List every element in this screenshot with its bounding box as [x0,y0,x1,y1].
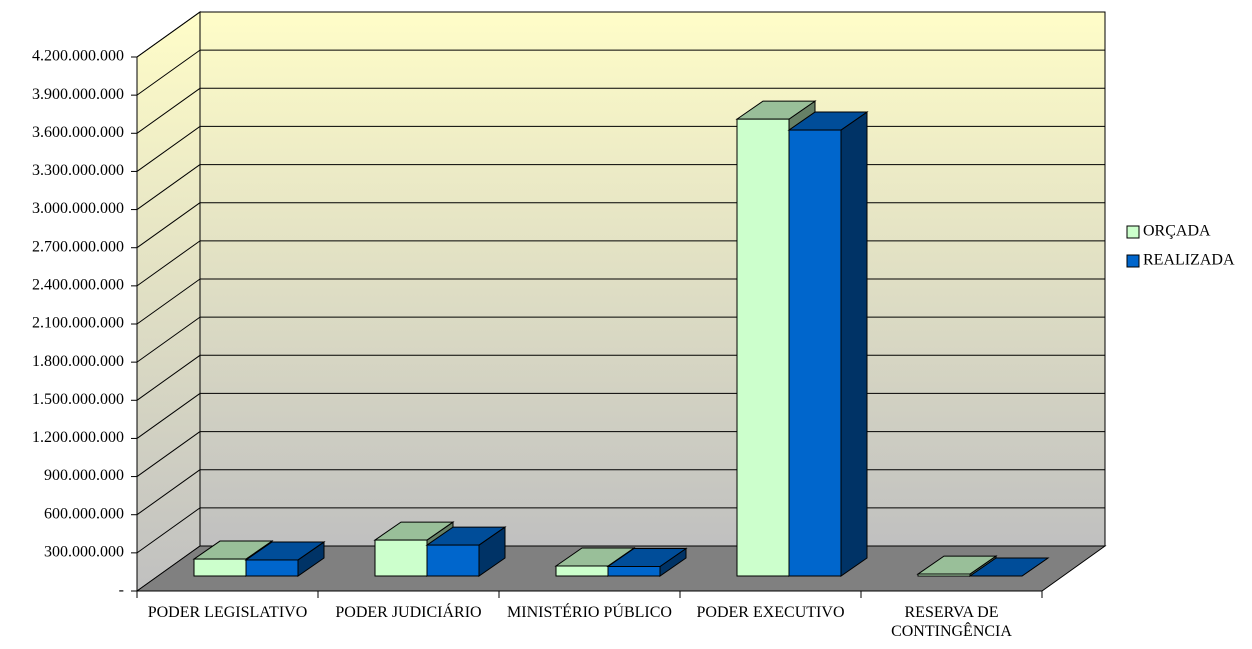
grid-line [136,49,201,96]
bar [606,547,688,577]
grid-line [136,316,201,363]
grid-line [136,507,201,554]
x-tick-label: PODER LEGISLATIVO [147,604,308,621]
y-tick-label: 3.300.000.000 [32,162,124,179]
grid-line [136,11,201,58]
bar-side [840,111,868,577]
bar-top [968,557,1050,577]
grid-line [136,278,201,325]
bar-front [736,118,790,577]
bar [968,557,1050,577]
x-tick-label: PODER EXECUTIVO [696,604,845,621]
y-tick-label: 2.700.000.000 [32,238,124,255]
y-tick-label: 900.000.000 [44,467,124,484]
y-tick-label: 1.800.000.000 [32,353,124,370]
bar-front [193,558,247,577]
x-tick-label: PODER JUDICIÁRIO [335,604,482,621]
legend-swatch [1126,225,1140,239]
grid-line [136,393,201,439]
bar-front [426,544,480,577]
grid-line [136,87,201,134]
grid-line [136,240,201,287]
grid-line [136,164,201,210]
legend-label: REALIZADA [1143,252,1235,269]
bar-front [245,559,299,577]
bar-front [917,573,971,577]
grid-line [136,202,201,249]
grid-line [136,126,201,172]
y-tick-label: 3.900.000.000 [32,86,124,103]
grid-line [136,469,201,516]
y-tick-label: 2.400.000.000 [32,277,124,294]
bar-front [374,539,428,577]
y-tick-label: 3.000.000.000 [32,200,124,217]
x-tick-label: MINISTÉRIO PÚBLICO [507,604,672,621]
y-tick-label: 4.200.000.000 [32,48,124,65]
x-tick-label: RESERVA DE CONTINGÊNCIA [891,604,1012,640]
bar [244,541,326,577]
grid-line [136,431,201,477]
bar-front [607,566,661,577]
legend-label: ORÇADA [1143,223,1211,240]
y-tick-label: 3.600.000.000 [32,124,124,141]
grid-line [136,354,201,401]
y-tick-label: - [119,582,124,599]
y-tick-label: 2.100.000.000 [32,315,124,332]
y-tick-label: 1.500.000.000 [32,391,124,408]
bar-front [788,129,842,577]
legend-swatch [1126,254,1140,268]
bar-front [555,565,609,577]
y-tick-label: 600.000.000 [44,505,124,522]
y-tick-label: 1.200.000.000 [32,429,124,446]
bar [425,526,507,577]
bar [787,111,869,577]
y-tick-label: 300.000.000 [44,544,124,561]
